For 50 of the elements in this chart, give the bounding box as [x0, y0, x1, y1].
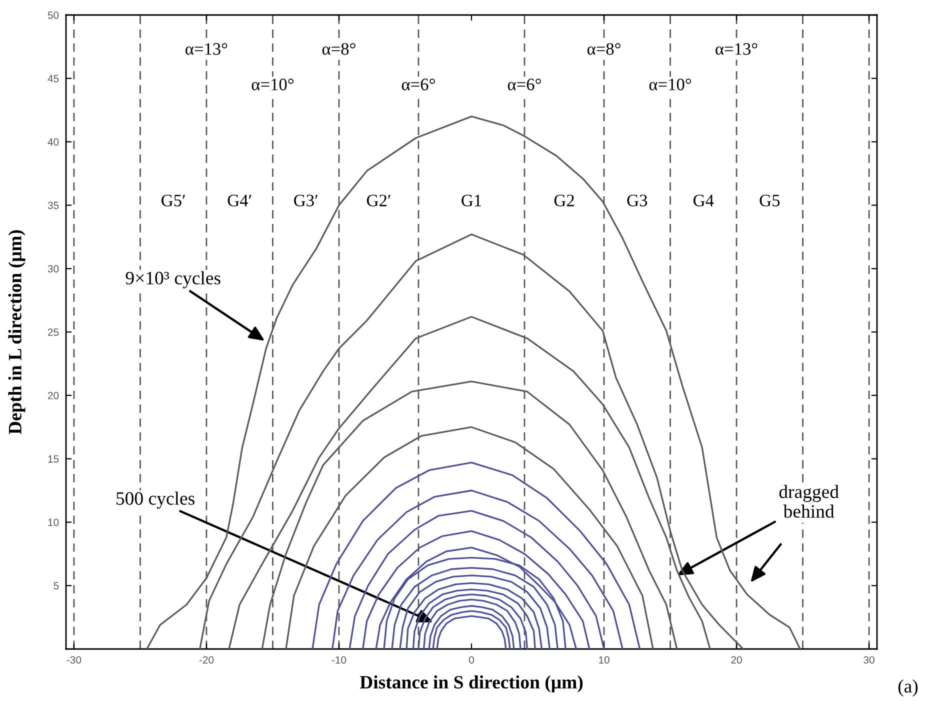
- y-tick-label: 5: [54, 582, 59, 590]
- line-series: [312, 462, 641, 649]
- annotation: G5: [760, 194, 780, 206]
- annotation: α=6°: [508, 78, 541, 90]
- line-series: [412, 588, 536, 649]
- annotation: dragged behind: [779, 484, 839, 518]
- y-tick-label: 20: [48, 392, 59, 400]
- annotation: α=13°: [186, 43, 228, 55]
- annotation: α=8°: [322, 43, 356, 55]
- line-series: [348, 510, 605, 649]
- annotation: G4′: [228, 194, 252, 206]
- line-series: [375, 546, 578, 649]
- text: (a): [898, 680, 918, 696]
- annotation: G4: [694, 194, 714, 206]
- annotation: G2′: [366, 194, 390, 206]
- x-tick-label: 0: [469, 656, 474, 664]
- annotation: α=6°: [402, 78, 435, 90]
- line-series: [399, 574, 551, 649]
- y-tick-label: 35: [48, 202, 59, 210]
- y-tick-label: 30: [48, 265, 59, 272]
- x-tick-label: 10: [599, 656, 610, 664]
- x-tick-label: 30: [864, 656, 874, 664]
- annotation: 500 cycles: [116, 492, 194, 509]
- annotation: G2: [554, 194, 574, 206]
- x-tick-label: -30: [66, 656, 82, 664]
- line-series: [436, 615, 507, 649]
- x-tick-label: 20: [731, 656, 742, 664]
- annotation: α=10°: [252, 78, 294, 90]
- y-tick-label: 25: [48, 328, 59, 336]
- annotation: 9×10³ cycles: [126, 271, 220, 288]
- line-series: [406, 582, 543, 649]
- y-axis-title: Depth in L direction (μm): [8, 230, 26, 434]
- line-series: [391, 567, 558, 649]
- annotation: α=13°: [716, 43, 758, 55]
- y-tick-label: 10: [48, 518, 59, 526]
- x-tick-label: -20: [199, 656, 214, 664]
- y-tick-label: 40: [48, 138, 59, 146]
- y-tick-label: 15: [48, 455, 59, 463]
- y-tick-label: 45: [48, 75, 59, 82]
- x-tick-label: -10: [332, 656, 346, 664]
- y-tick-label: 50: [48, 12, 59, 19]
- annotation: α=8°: [587, 43, 620, 55]
- annotation: α=10°: [649, 78, 692, 90]
- annotation: G3′: [294, 194, 318, 206]
- annotation: G5′: [162, 194, 185, 206]
- line-series: [362, 530, 590, 649]
- x-axis-title: Distance in S direction (μm): [360, 675, 583, 692]
- annotation: G1: [462, 194, 482, 206]
- line-series: [332, 490, 624, 649]
- annotation: G3: [627, 194, 648, 206]
